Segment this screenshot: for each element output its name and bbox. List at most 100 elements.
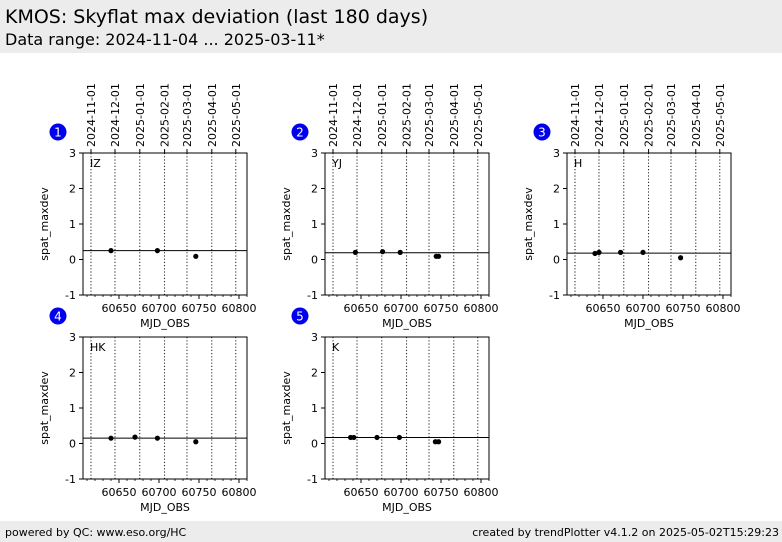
x-tick-label: 60700: [142, 302, 177, 315]
date-tick-label: 2024-12-01: [351, 83, 364, 147]
date-tick-label: 2025-04-01: [448, 83, 461, 147]
data-point: [640, 249, 646, 255]
y-tick-label: 0: [311, 254, 318, 267]
panel-badge-number: 5: [296, 310, 304, 324]
y-tick-label: 2: [311, 367, 318, 380]
x-tick-label: 60800: [222, 486, 257, 499]
y-tick-label: 2: [311, 183, 318, 196]
chart-panel-1: -1 0 1 2 3 60650 60700 60750 60800 MJD_OBS spat_ma…: [38, 83, 257, 330]
y-tick-label: 2: [553, 183, 560, 196]
x-axis-label: MJD_OBS: [140, 317, 190, 330]
x-tick-label: 60800: [706, 302, 741, 315]
date-tick-label: 2024-11-01: [85, 83, 98, 147]
x-axis-label: MJD_OBS: [382, 501, 432, 514]
data-point: [154, 435, 160, 441]
band-label: K: [332, 341, 340, 354]
x-tick-label: 60750: [182, 302, 217, 315]
data-point: [374, 434, 380, 441]
y-tick-label: 2: [69, 367, 76, 380]
date-tick-label: 2025-05-01: [230, 83, 243, 147]
y-tick-label: 3: [69, 331, 76, 344]
y-tick-label: -1: [65, 289, 76, 302]
y-axis-label: spat_maxdev: [280, 371, 293, 445]
date-tick-label: 2025-01-01: [376, 83, 389, 147]
data-point: [380, 249, 386, 255]
data-point: [193, 253, 199, 259]
x-tick-label: 60650: [344, 302, 379, 315]
y-tick-label: 3: [311, 147, 318, 160]
band-label: H: [574, 157, 582, 170]
data-point: [352, 249, 358, 255]
data-point: [396, 434, 402, 441]
date-tick-label: 2025-03-01: [181, 83, 194, 147]
x-tick-label: 60700: [384, 302, 419, 315]
x-tick-label: 60750: [424, 302, 459, 315]
data-point: [108, 248, 114, 254]
date-tick-label: 2025-03-01: [665, 83, 678, 147]
y-tick-label: 3: [69, 147, 76, 160]
chart-panel-5: -1 0 1 2 3 60650 60700 60750 60800 MJD_OBS spat_ma…: [280, 307, 499, 514]
y-tick-label: 1: [69, 218, 76, 231]
y-tick-label: 3: [311, 331, 318, 344]
date-tick-label: 2025-01-01: [134, 83, 147, 147]
x-tick-label: 60650: [102, 302, 137, 315]
footer-band: [0, 521, 782, 542]
y-axis-label: spat_maxdev: [522, 187, 535, 261]
date-tick-label: 2024-11-01: [327, 83, 340, 147]
footer-credit: powered by QC: www.eso.org/HC: [5, 526, 187, 539]
x-tick-label: 60750: [666, 302, 701, 315]
date-tick-label: 2025-04-01: [690, 83, 703, 147]
x-tick-label: 60800: [464, 486, 499, 499]
y-axis-label: spat_maxdev: [280, 187, 293, 261]
band-label: HK: [90, 341, 106, 354]
data-point: [618, 249, 624, 255]
data-point: [108, 435, 114, 441]
band-label: YJ: [331, 157, 342, 170]
header-band: [0, 0, 782, 53]
data-point: [193, 439, 199, 445]
date-tick-label: 2025-04-01: [206, 83, 219, 147]
panel-badge: [533, 123, 551, 141]
date-tick-label: 2024-11-01: [569, 83, 582, 147]
panel-badge: [291, 123, 309, 141]
y-tick-label: 0: [553, 254, 560, 267]
x-tick-label: 60700: [384, 486, 419, 499]
data-range-subtitle: Data range: 2024-11-04 ... 2025-03-11*: [5, 30, 325, 49]
x-axis-label: MJD_OBS: [140, 501, 190, 514]
x-tick-label: 60700: [626, 302, 661, 315]
date-tick-label: 2024-12-01: [593, 83, 606, 147]
date-tick-label: 2025-02-01: [643, 83, 656, 147]
y-tick-label: 0: [311, 438, 318, 451]
data-point: [351, 434, 357, 441]
x-tick-label: 60800: [464, 302, 499, 315]
y-tick-label: 1: [311, 218, 318, 231]
panel-badge: [49, 307, 67, 325]
date-tick-label: 2025-05-01: [472, 83, 485, 147]
data-point: [132, 434, 138, 440]
panel-badge: [49, 123, 67, 141]
panel-badge-number: 3: [538, 126, 546, 140]
x-tick-label: 60650: [102, 486, 137, 499]
y-tick-label: -1: [307, 289, 318, 302]
y-axis-label: spat_maxdev: [38, 371, 51, 445]
y-axis-label: spat_maxdev: [38, 187, 51, 261]
y-tick-label: 1: [553, 218, 560, 231]
y-tick-label: 1: [311, 402, 318, 415]
x-tick-label: 60650: [586, 302, 621, 315]
chart-panel-3: -1 0 1 2 3 60650 60700 60750 60800 MJD_OBS spat_ma…: [522, 83, 741, 330]
date-tick-label: 2025-02-01: [159, 83, 172, 147]
y-tick-label: -1: [65, 473, 76, 486]
y-tick-label: -1: [549, 289, 560, 302]
panel-badge-number: 2: [296, 126, 304, 140]
x-axis-label: MJD_OBS: [382, 317, 432, 330]
x-axis-label: MJD_OBS: [624, 317, 674, 330]
y-tick-label: 0: [69, 254, 76, 267]
data-point: [436, 253, 442, 259]
band-label: IZ: [90, 157, 101, 170]
data-point: [596, 249, 602, 255]
x-tick-label: 60750: [424, 486, 459, 499]
y-tick-label: 1: [69, 402, 76, 415]
data-point: [436, 439, 442, 445]
x-tick-label: 60650: [344, 486, 379, 499]
